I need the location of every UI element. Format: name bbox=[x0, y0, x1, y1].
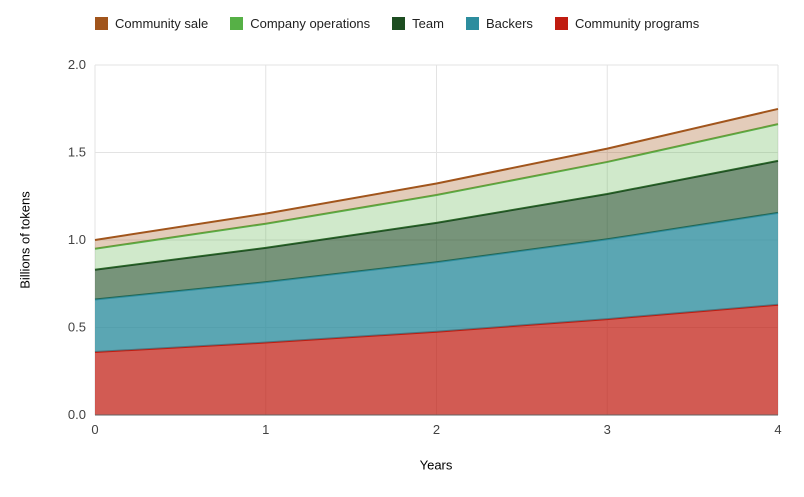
legend-item: Team bbox=[392, 16, 444, 31]
legend-swatch bbox=[465, 17, 479, 30]
area-band bbox=[95, 212, 778, 352]
legend-swatch bbox=[392, 17, 406, 30]
legend-item: Community sale bbox=[95, 16, 208, 31]
y-tick-label: 0.0 bbox=[68, 407, 86, 422]
legend-label: Company operations bbox=[250, 16, 371, 31]
y-axis-title: Billions of tokens bbox=[17, 191, 33, 289]
y-tick-label: 1.0 bbox=[68, 232, 86, 247]
x-tick-label: 2 bbox=[433, 422, 440, 437]
series-line bbox=[94, 107, 779, 241]
y-tick-label: 0.5 bbox=[68, 320, 86, 335]
legend-label: Backers bbox=[485, 16, 533, 31]
chart-legend: Community sale Company operations Team Back… bbox=[95, 16, 699, 31]
area-band bbox=[95, 304, 778, 415]
legend-swatch bbox=[230, 17, 244, 30]
x-tick-label: 4 bbox=[774, 422, 781, 437]
y-tick-label: 2.0 bbox=[68, 57, 86, 72]
area-band bbox=[95, 160, 778, 300]
legend-item: Backers bbox=[465, 16, 533, 31]
y-tick-label: 1.5 bbox=[68, 145, 86, 160]
legend-label: Community sale bbox=[115, 16, 209, 31]
legend-label: Team bbox=[412, 16, 444, 31]
x-axis-title: Years bbox=[419, 457, 453, 473]
series-line bbox=[94, 123, 779, 250]
series-line bbox=[94, 159, 779, 271]
x-tick-label: 1 bbox=[262, 422, 269, 437]
legend-label: Community programs bbox=[574, 16, 700, 31]
x-tick-label: 0 bbox=[91, 422, 98, 437]
legend-swatch bbox=[554, 17, 568, 30]
legend-item: Community programs bbox=[554, 16, 700, 31]
legend-swatch bbox=[95, 17, 108, 30]
legend-item: Company operations bbox=[230, 16, 370, 31]
area-band bbox=[95, 124, 778, 270]
x-tick-label: 3 bbox=[604, 422, 611, 437]
